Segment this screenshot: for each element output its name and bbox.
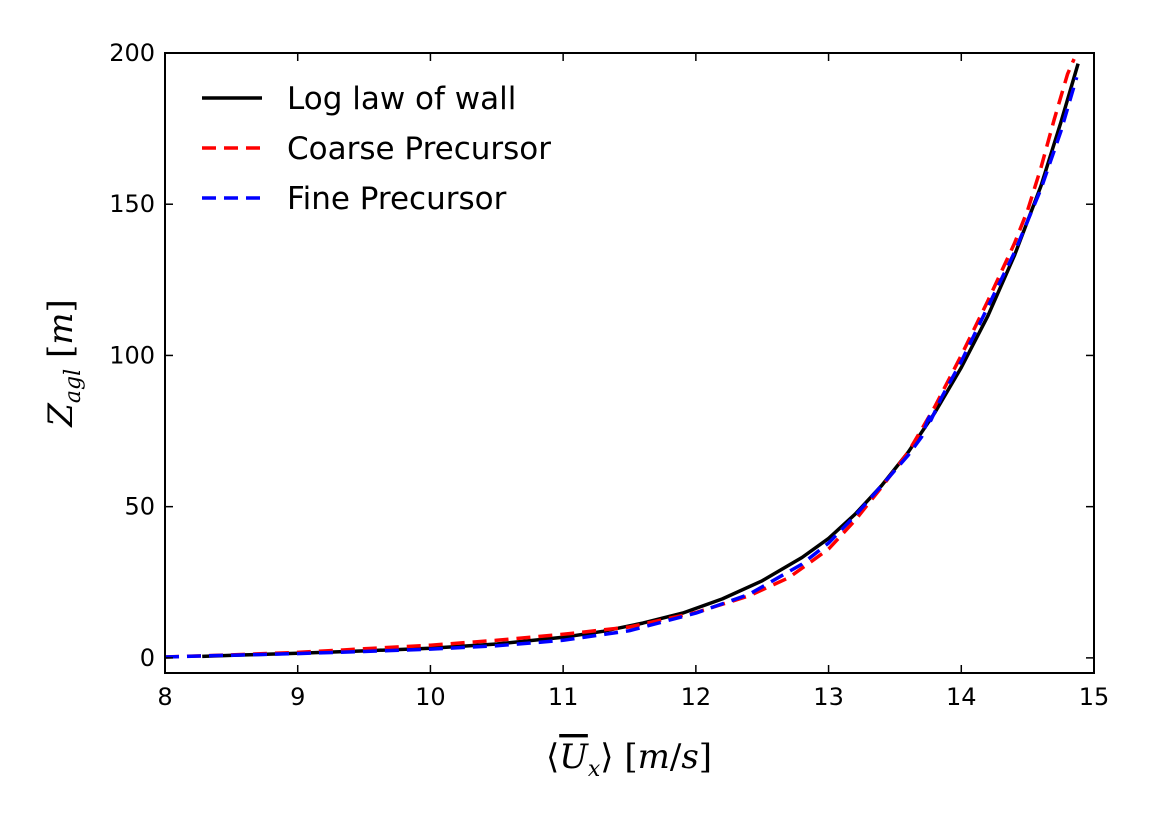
y-tick-label: 0 — [140, 644, 155, 672]
x-tick-label: 11 — [548, 683, 579, 711]
y-axis-label: Zagl [m] — [41, 299, 86, 427]
x-axis-label: ⟨Ux⟩ [m/s] — [546, 737, 712, 782]
series-layer — [164, 58, 1080, 659]
y-tick-label: 150 — [109, 190, 155, 218]
x-tick-label: 8 — [157, 683, 172, 711]
y-tick-label: 50 — [124, 493, 155, 521]
y-tick-label: 100 — [109, 341, 155, 369]
legend: Log law of wall Coarse Precursor Fine Prec… — [202, 81, 551, 217]
legend-label-2: Fine Precursor — [287, 181, 507, 217]
x-tick-label: 14 — [946, 683, 977, 711]
legend-label-1: Coarse Precursor — [287, 131, 551, 167]
x-tick-label: 15 — [1079, 683, 1110, 711]
series-line-2 — [164, 76, 1079, 659]
y-tick-label: 200 — [109, 39, 155, 67]
x-tick-label: 10 — [415, 683, 446, 711]
x-tick-label: 12 — [681, 683, 712, 711]
series-line-1 — [164, 58, 1076, 659]
x-tick-label: 9 — [290, 683, 305, 711]
legend-label-0: Log law of wall — [287, 81, 516, 117]
plot-frame — [164, 52, 1095, 674]
x-tick-label: 13 — [813, 683, 844, 711]
